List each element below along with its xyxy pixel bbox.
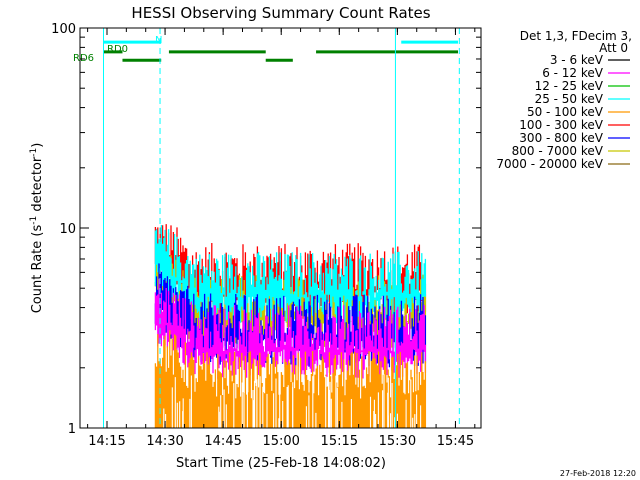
- legend-header-line2: Att 0: [599, 41, 628, 55]
- legend-entry-label: 100 - 300 keV: [519, 118, 603, 132]
- legend-entry-label: 300 - 800 keV: [519, 131, 603, 145]
- y-axis-label-part1: Count Rate (s: [30, 225, 45, 314]
- legend-entry-label: 50 - 100 keV: [527, 105, 604, 119]
- legend-entry-label: 800 - 7000 keV: [512, 144, 604, 158]
- x-tick-label: 15:00: [262, 434, 299, 449]
- y-tick-label: 1: [68, 422, 76, 437]
- x-tick-label: 14:45: [204, 434, 241, 449]
- flag-label-rd0: RD0: [107, 44, 128, 55]
- x-tick-label: 15:45: [437, 434, 474, 449]
- y-tick-label: 100: [51, 22, 76, 37]
- x-axis: 14:15 14:30 14:45 15:00 15:15 15:30 15:45: [87, 28, 476, 449]
- x-axis-label: Start Time (25-Feb-18 14:08:02): [176, 456, 386, 471]
- chart-title: HESSI Observing Summary Count Rates: [131, 4, 430, 22]
- y-axis-label: Count Rate (s-1 detector-1): [29, 143, 45, 314]
- x-tick-label: 15:15: [321, 434, 358, 449]
- footer-date: 27-Feb-2018 12:20: [560, 469, 636, 478]
- vertical-lines: [103, 28, 460, 428]
- y-axis-label-part2: detector: [30, 156, 45, 216]
- legend-entry-label: 3 - 6 keV: [550, 53, 604, 67]
- legend-entry-label: 25 - 50 keV: [535, 92, 604, 106]
- x-tick-label: 15:30: [379, 434, 416, 449]
- y-axis-label-part3: ): [30, 143, 45, 148]
- y-tick-label: 10: [59, 222, 76, 237]
- legend-header-line1: Det 1,3, FDecim 3,: [520, 29, 632, 43]
- legend-entry-label: 7000 - 20000 keV: [496, 157, 603, 171]
- data-layer: [154, 224, 427, 428]
- x-tick-label: 14:15: [88, 434, 125, 449]
- x-tick-label: 14:30: [146, 434, 183, 449]
- data-gaps: [163, 372, 422, 428]
- legend-entry-label: 6 - 12 keV: [542, 66, 604, 80]
- y-axis-label-sup1: -1: [29, 216, 39, 225]
- legend-entry-label: 12 - 25 keV: [535, 79, 604, 93]
- flag-label-n: N: [155, 35, 162, 46]
- y-axis-label-sup2: -1: [29, 148, 39, 157]
- y-axis: 1 10 100: [51, 22, 481, 437]
